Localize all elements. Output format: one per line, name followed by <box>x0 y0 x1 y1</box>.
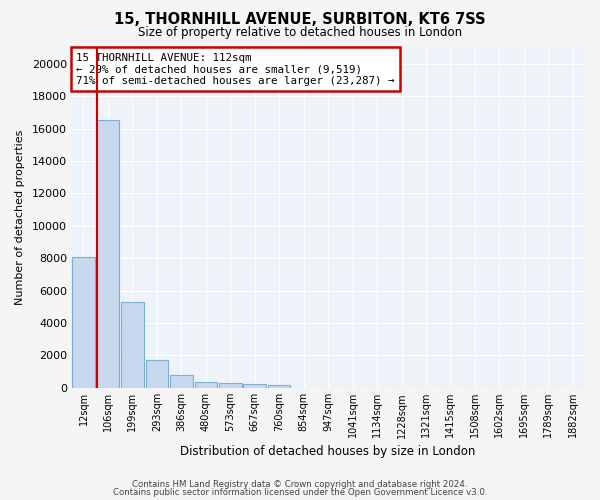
Text: Contains public sector information licensed under the Open Government Licence v3: Contains public sector information licen… <box>113 488 487 497</box>
Text: Contains HM Land Registry data © Crown copyright and database right 2024.: Contains HM Land Registry data © Crown c… <box>132 480 468 489</box>
X-axis label: Distribution of detached houses by size in London: Distribution of detached houses by size … <box>181 444 476 458</box>
Y-axis label: Number of detached properties: Number of detached properties <box>15 130 25 306</box>
Text: Size of property relative to detached houses in London: Size of property relative to detached ho… <box>138 26 462 39</box>
Bar <box>194 382 217 388</box>
Bar <box>219 383 242 388</box>
Text: 15 THORNHILL AVENUE: 112sqm
← 29% of detached houses are smaller (9,519)
71% of : 15 THORNHILL AVENUE: 112sqm ← 29% of det… <box>76 52 395 86</box>
Bar <box>146 360 168 388</box>
Bar <box>244 384 266 388</box>
Bar <box>121 302 143 388</box>
Text: 15, THORNHILL AVENUE, SURBITON, KT6 7SS: 15, THORNHILL AVENUE, SURBITON, KT6 7SS <box>114 12 486 28</box>
Bar <box>170 375 193 388</box>
Bar <box>72 256 95 388</box>
Bar <box>97 120 119 388</box>
Bar <box>268 385 290 388</box>
